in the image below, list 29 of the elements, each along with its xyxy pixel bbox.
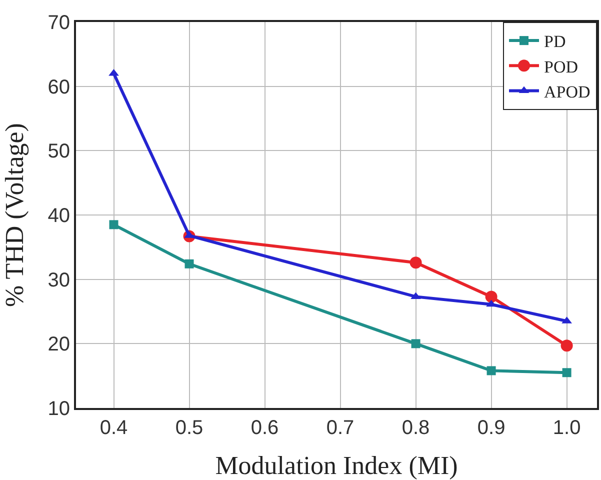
x-tick-label: 0.5 — [175, 417, 204, 439]
point — [109, 220, 118, 230]
x-tick-label: 0.7 — [326, 417, 354, 439]
point — [411, 339, 420, 348]
y-tick-label: 20 — [48, 334, 70, 356]
y-tick-label: 40 — [48, 205, 70, 227]
y-tick-label: 10 — [48, 398, 70, 420]
x-tick-label: 1.0 — [552, 417, 581, 439]
legend-label: PD — [544, 32, 566, 52]
point — [108, 68, 119, 76]
y-tick-label: 50 — [48, 140, 70, 163]
legend-label: POD — [544, 57, 578, 76]
y-tick-label: 30 — [48, 269, 70, 292]
point — [486, 300, 496, 307]
point — [485, 290, 498, 303]
y-tick-label: 60 — [48, 76, 70, 98]
point — [562, 368, 572, 378]
point — [560, 340, 573, 352]
point — [410, 256, 422, 269]
x-tick-label: 0.9 — [477, 417, 506, 439]
x-tick-label: 0.8 — [402, 417, 430, 439]
x-tick-label: 0.4 — [100, 417, 128, 439]
point — [486, 366, 496, 376]
point — [184, 259, 194, 268]
x-tick-label: 0.6 — [250, 417, 279, 439]
y-axis-title: % THD (Voltage) — [0, 123, 29, 307]
x-axis-title: Modulation Index (MI) — [215, 451, 458, 480]
y-tick-label: 70 — [48, 12, 70, 34]
legend-label: APOD — [544, 82, 590, 102]
